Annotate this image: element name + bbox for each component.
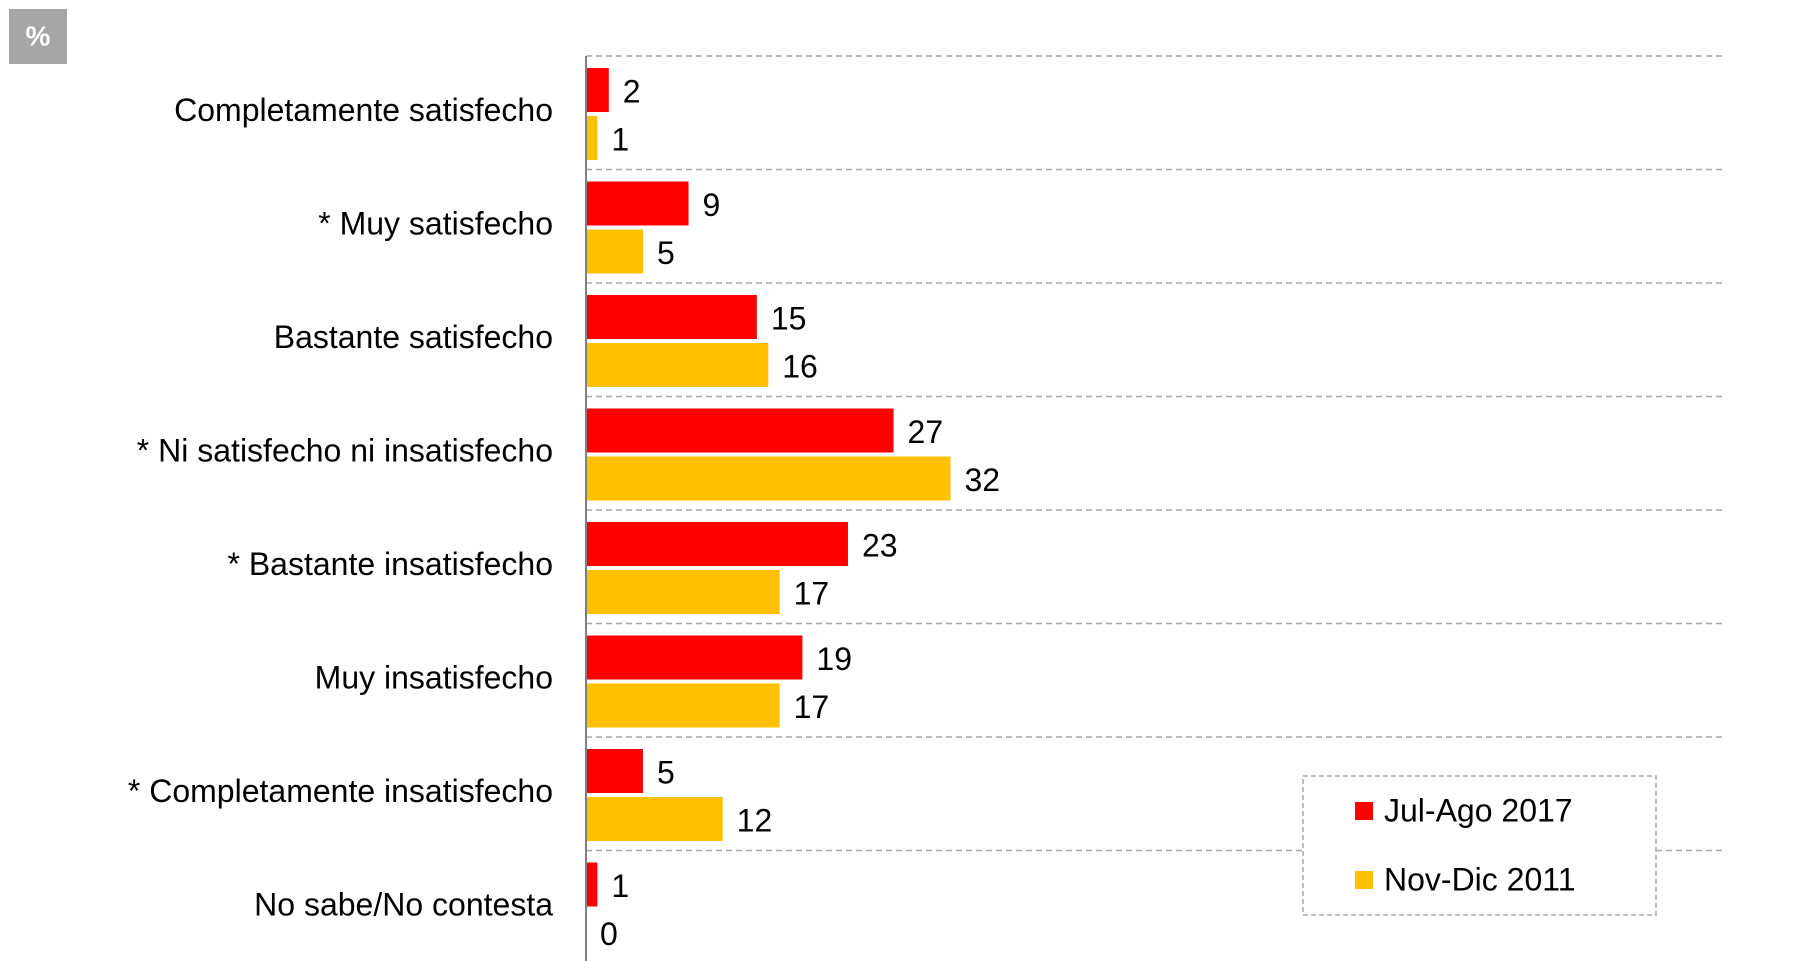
bar: [586, 456, 951, 501]
bar: [586, 295, 757, 339]
category-label: * Bastante insatisfecho: [227, 546, 553, 582]
value-label: 23: [862, 527, 898, 563]
bar: [586, 522, 848, 566]
category-label: * Ni satisfecho ni insatisfecho: [137, 433, 553, 469]
value-label: 19: [816, 641, 852, 677]
value-label: 2: [623, 73, 641, 109]
value-label: 17: [794, 689, 830, 725]
value-label: 0: [600, 916, 618, 952]
bar: [586, 683, 780, 728]
bar: [586, 68, 609, 112]
bar: [586, 797, 723, 841]
bar: [586, 116, 598, 160]
value-label: 32: [964, 462, 1000, 498]
bar: [586, 181, 689, 226]
bar: [586, 862, 598, 907]
value-label: 9: [703, 187, 721, 223]
bar: [586, 343, 769, 387]
category-label: * Completamente insatisfecho: [128, 773, 553, 809]
bar: [586, 408, 894, 453]
value-label: 12: [737, 802, 773, 838]
category-label: Completamente satisfecho: [174, 92, 553, 128]
category-label: Bastante satisfecho: [274, 319, 553, 355]
value-label: 27: [908, 414, 944, 450]
legend-box: [1302, 775, 1657, 916]
category-label: * Muy satisfecho: [318, 206, 553, 242]
unit-badge: [9, 9, 67, 64]
value-label: 1: [611, 121, 629, 157]
bar: [586, 635, 803, 680]
value-label: 16: [782, 348, 818, 384]
value-label: 5: [657, 235, 675, 271]
legend-label: Jul-Ago 2017: [1384, 792, 1573, 828]
unit-label: %: [26, 20, 51, 51]
category-label: No sabe/No contesta: [254, 887, 553, 923]
value-label: 5: [657, 754, 675, 790]
bar: [586, 570, 780, 614]
value-label: 1: [611, 868, 629, 904]
bar: [586, 229, 643, 274]
bar: [586, 749, 643, 793]
value-label: 17: [794, 575, 830, 611]
legend-label: Nov-Dic 2011: [1384, 861, 1575, 897]
legend-swatch: [1355, 802, 1373, 820]
legend-swatch: [1355, 871, 1373, 889]
value-label: 15: [771, 300, 807, 336]
category-label: Muy insatisfecho: [315, 660, 553, 696]
